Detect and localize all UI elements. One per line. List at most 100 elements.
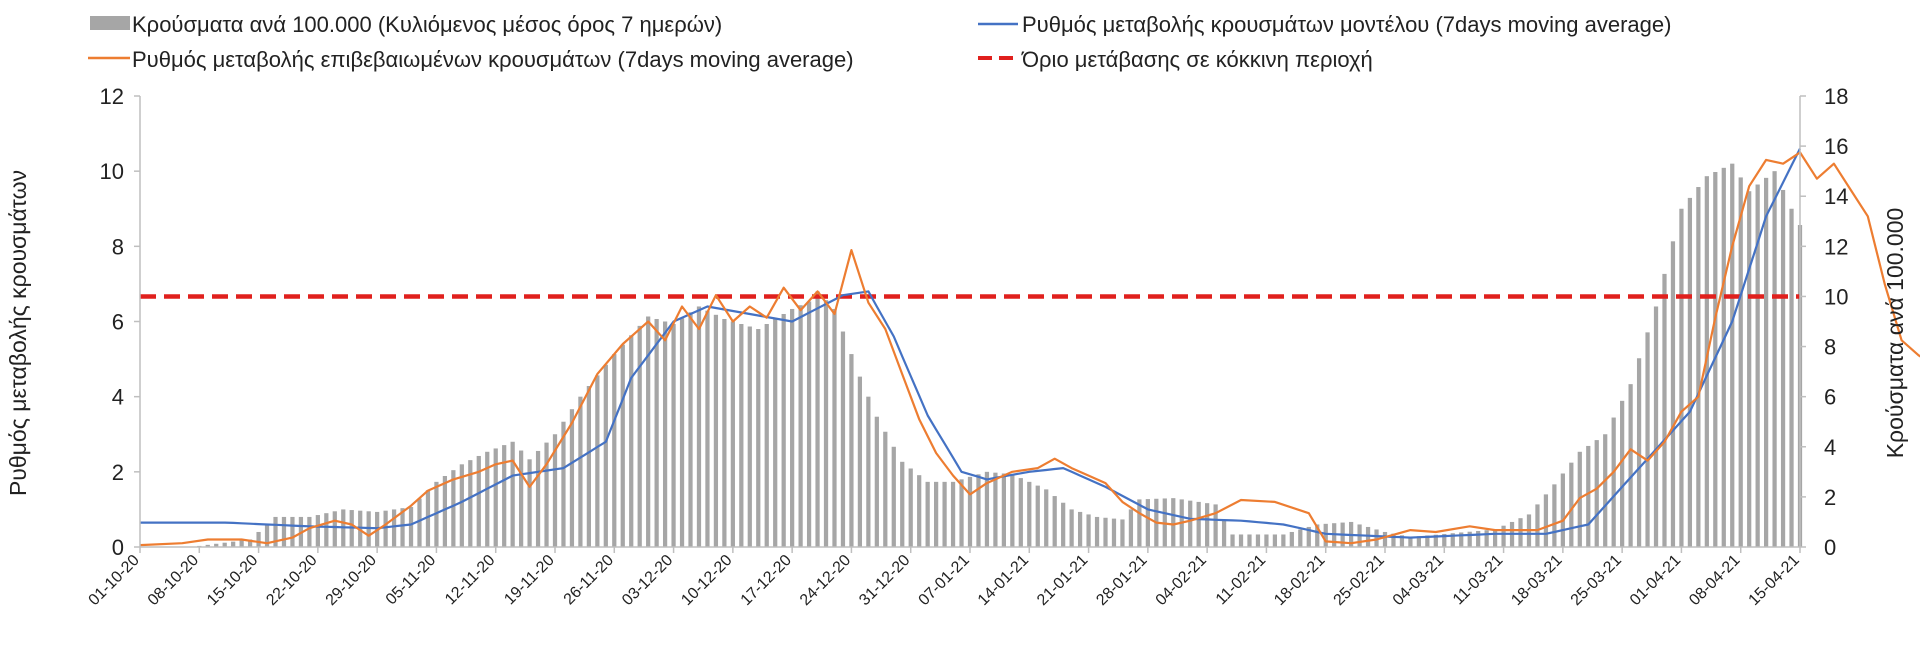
bar xyxy=(1238,534,1244,547)
x-tick-label: 05-11-20 xyxy=(383,552,440,609)
bar xyxy=(578,396,583,547)
bar xyxy=(1662,273,1667,547)
bar xyxy=(1467,531,1472,547)
bar xyxy=(866,396,871,547)
bar xyxy=(586,386,591,547)
bar xyxy=(705,310,710,547)
legend: Κρούσματα ανά 100.000 (Κυλιόμενος μέσος … xyxy=(88,12,1671,72)
x-tick-label: 10-12-20 xyxy=(678,552,735,609)
bar xyxy=(1137,499,1142,547)
x-tick-label: 04-02-21 xyxy=(1153,552,1210,609)
y-left-tick-label: 4 xyxy=(112,385,124,410)
bar xyxy=(840,331,846,547)
bar xyxy=(1221,519,1227,547)
bar xyxy=(1018,478,1023,547)
bar xyxy=(1764,177,1769,547)
bar xyxy=(383,510,388,547)
bar xyxy=(976,474,981,547)
bar xyxy=(1399,535,1405,547)
bar xyxy=(730,321,735,547)
bar xyxy=(1484,530,1489,547)
bar xyxy=(1603,434,1608,547)
bar xyxy=(790,308,795,547)
bar xyxy=(1145,499,1150,547)
bar xyxy=(1306,526,1311,547)
y-right-tick-label: 2 xyxy=(1824,485,1836,510)
x-tick-label: 25-03-21 xyxy=(1568,552,1625,609)
bar xyxy=(1298,529,1303,547)
bar xyxy=(756,329,761,547)
bar xyxy=(1128,509,1134,547)
bar xyxy=(1645,332,1650,547)
bar xyxy=(1636,358,1642,547)
bar xyxy=(1044,489,1049,547)
bar xyxy=(1052,496,1057,547)
bar xyxy=(1755,184,1760,547)
bar xyxy=(629,335,634,547)
bar xyxy=(239,540,244,547)
bar xyxy=(925,481,930,547)
bar xyxy=(1560,473,1565,547)
bar xyxy=(493,448,498,547)
legend-label-bars: Κρούσματα ανά 100.000 (Κυλιόμενος μέσος … xyxy=(132,12,722,37)
y-left-tick-label: 2 xyxy=(112,460,124,485)
x-tick-label: 18-03-21 xyxy=(1508,552,1565,609)
bar xyxy=(950,481,956,547)
x-tick-label: 07-01-21 xyxy=(916,552,973,609)
bar xyxy=(451,470,456,547)
x-tick-label: 17-12-20 xyxy=(738,552,795,609)
bar xyxy=(273,516,278,547)
x-tick-label: 18-02-21 xyxy=(1271,552,1328,609)
bar xyxy=(307,516,312,547)
bar xyxy=(1569,462,1574,547)
bar xyxy=(747,326,752,547)
x-tick-label: 24-12-20 xyxy=(797,552,854,609)
legend-label-model: Ρυθμός μεταβολής κρουσμάτων μοντέλου (7d… xyxy=(1022,12,1671,37)
bar xyxy=(967,476,973,547)
bar xyxy=(1780,189,1786,548)
bar xyxy=(1255,534,1261,547)
bar xyxy=(1789,208,1794,547)
bar xyxy=(1738,177,1743,548)
bar xyxy=(773,318,778,547)
bar xyxy=(1069,509,1074,547)
bar xyxy=(832,308,837,547)
bar xyxy=(231,541,236,547)
bar xyxy=(1476,530,1481,547)
bar xyxy=(654,318,659,547)
bar xyxy=(612,354,617,547)
bar xyxy=(1543,494,1549,547)
bar xyxy=(527,459,532,547)
bar xyxy=(806,301,812,547)
y-left-tick-label: 0 xyxy=(112,535,124,560)
bar xyxy=(1264,534,1269,547)
bar xyxy=(510,441,515,547)
x-tick-label: 08-04-21 xyxy=(1686,552,1743,609)
bar xyxy=(1586,445,1591,547)
bar xyxy=(798,305,803,547)
bar xyxy=(1391,533,1396,547)
x-tick-label: 01-10-20 xyxy=(86,552,143,609)
bar xyxy=(1230,534,1235,547)
bar xyxy=(502,445,507,547)
confirmed-line xyxy=(139,151,1920,547)
bar xyxy=(764,324,769,547)
bar xyxy=(696,306,702,547)
bar xyxy=(934,481,939,547)
y-right-tick-label: 12 xyxy=(1824,234,1848,259)
bar xyxy=(679,318,685,547)
bar xyxy=(1027,481,1032,547)
bar xyxy=(1670,241,1676,548)
bar xyxy=(595,375,600,547)
bar xyxy=(620,344,625,547)
bar xyxy=(1721,167,1726,547)
bar xyxy=(425,490,431,547)
bar xyxy=(1611,417,1616,547)
bar xyxy=(324,513,329,547)
bar xyxy=(1408,536,1413,547)
x-tick-label: 19-11-20 xyxy=(501,552,558,609)
y-right-tick-label: 18 xyxy=(1824,84,1848,109)
bar xyxy=(1171,498,1176,547)
bar xyxy=(1077,511,1083,547)
bar xyxy=(993,472,998,547)
